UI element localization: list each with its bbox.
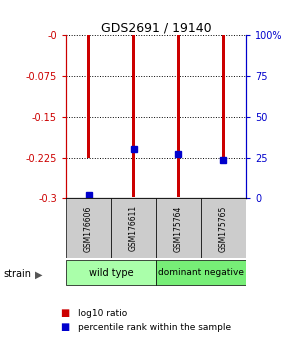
Text: GSM175764: GSM175764 [174,205,183,252]
Bar [66,198,111,258]
Bar [201,198,246,258]
Text: wild type: wild type [89,268,133,278]
Title: GDS2691 / 19140: GDS2691 / 19140 [101,21,211,34]
Text: ■: ■ [60,308,69,318]
Bar [222,35,225,161]
Bar [132,35,135,197]
Text: percentile rank within the sample: percentile rank within the sample [78,323,231,332]
Text: GSM175765: GSM175765 [219,205,228,252]
Text: ▶: ▶ [34,269,42,279]
Text: GSM176611: GSM176611 [129,205,138,251]
Text: GSM176606: GSM176606 [84,205,93,252]
Bar [66,260,156,285]
Bar [177,35,180,197]
Text: strain: strain [3,269,31,279]
Text: ■: ■ [60,322,69,332]
Bar [87,35,90,158]
Bar [156,260,246,285]
Text: dominant negative: dominant negative [158,268,244,277]
Bar [156,198,201,258]
Text: log10 ratio: log10 ratio [78,309,127,318]
Bar [111,198,156,258]
